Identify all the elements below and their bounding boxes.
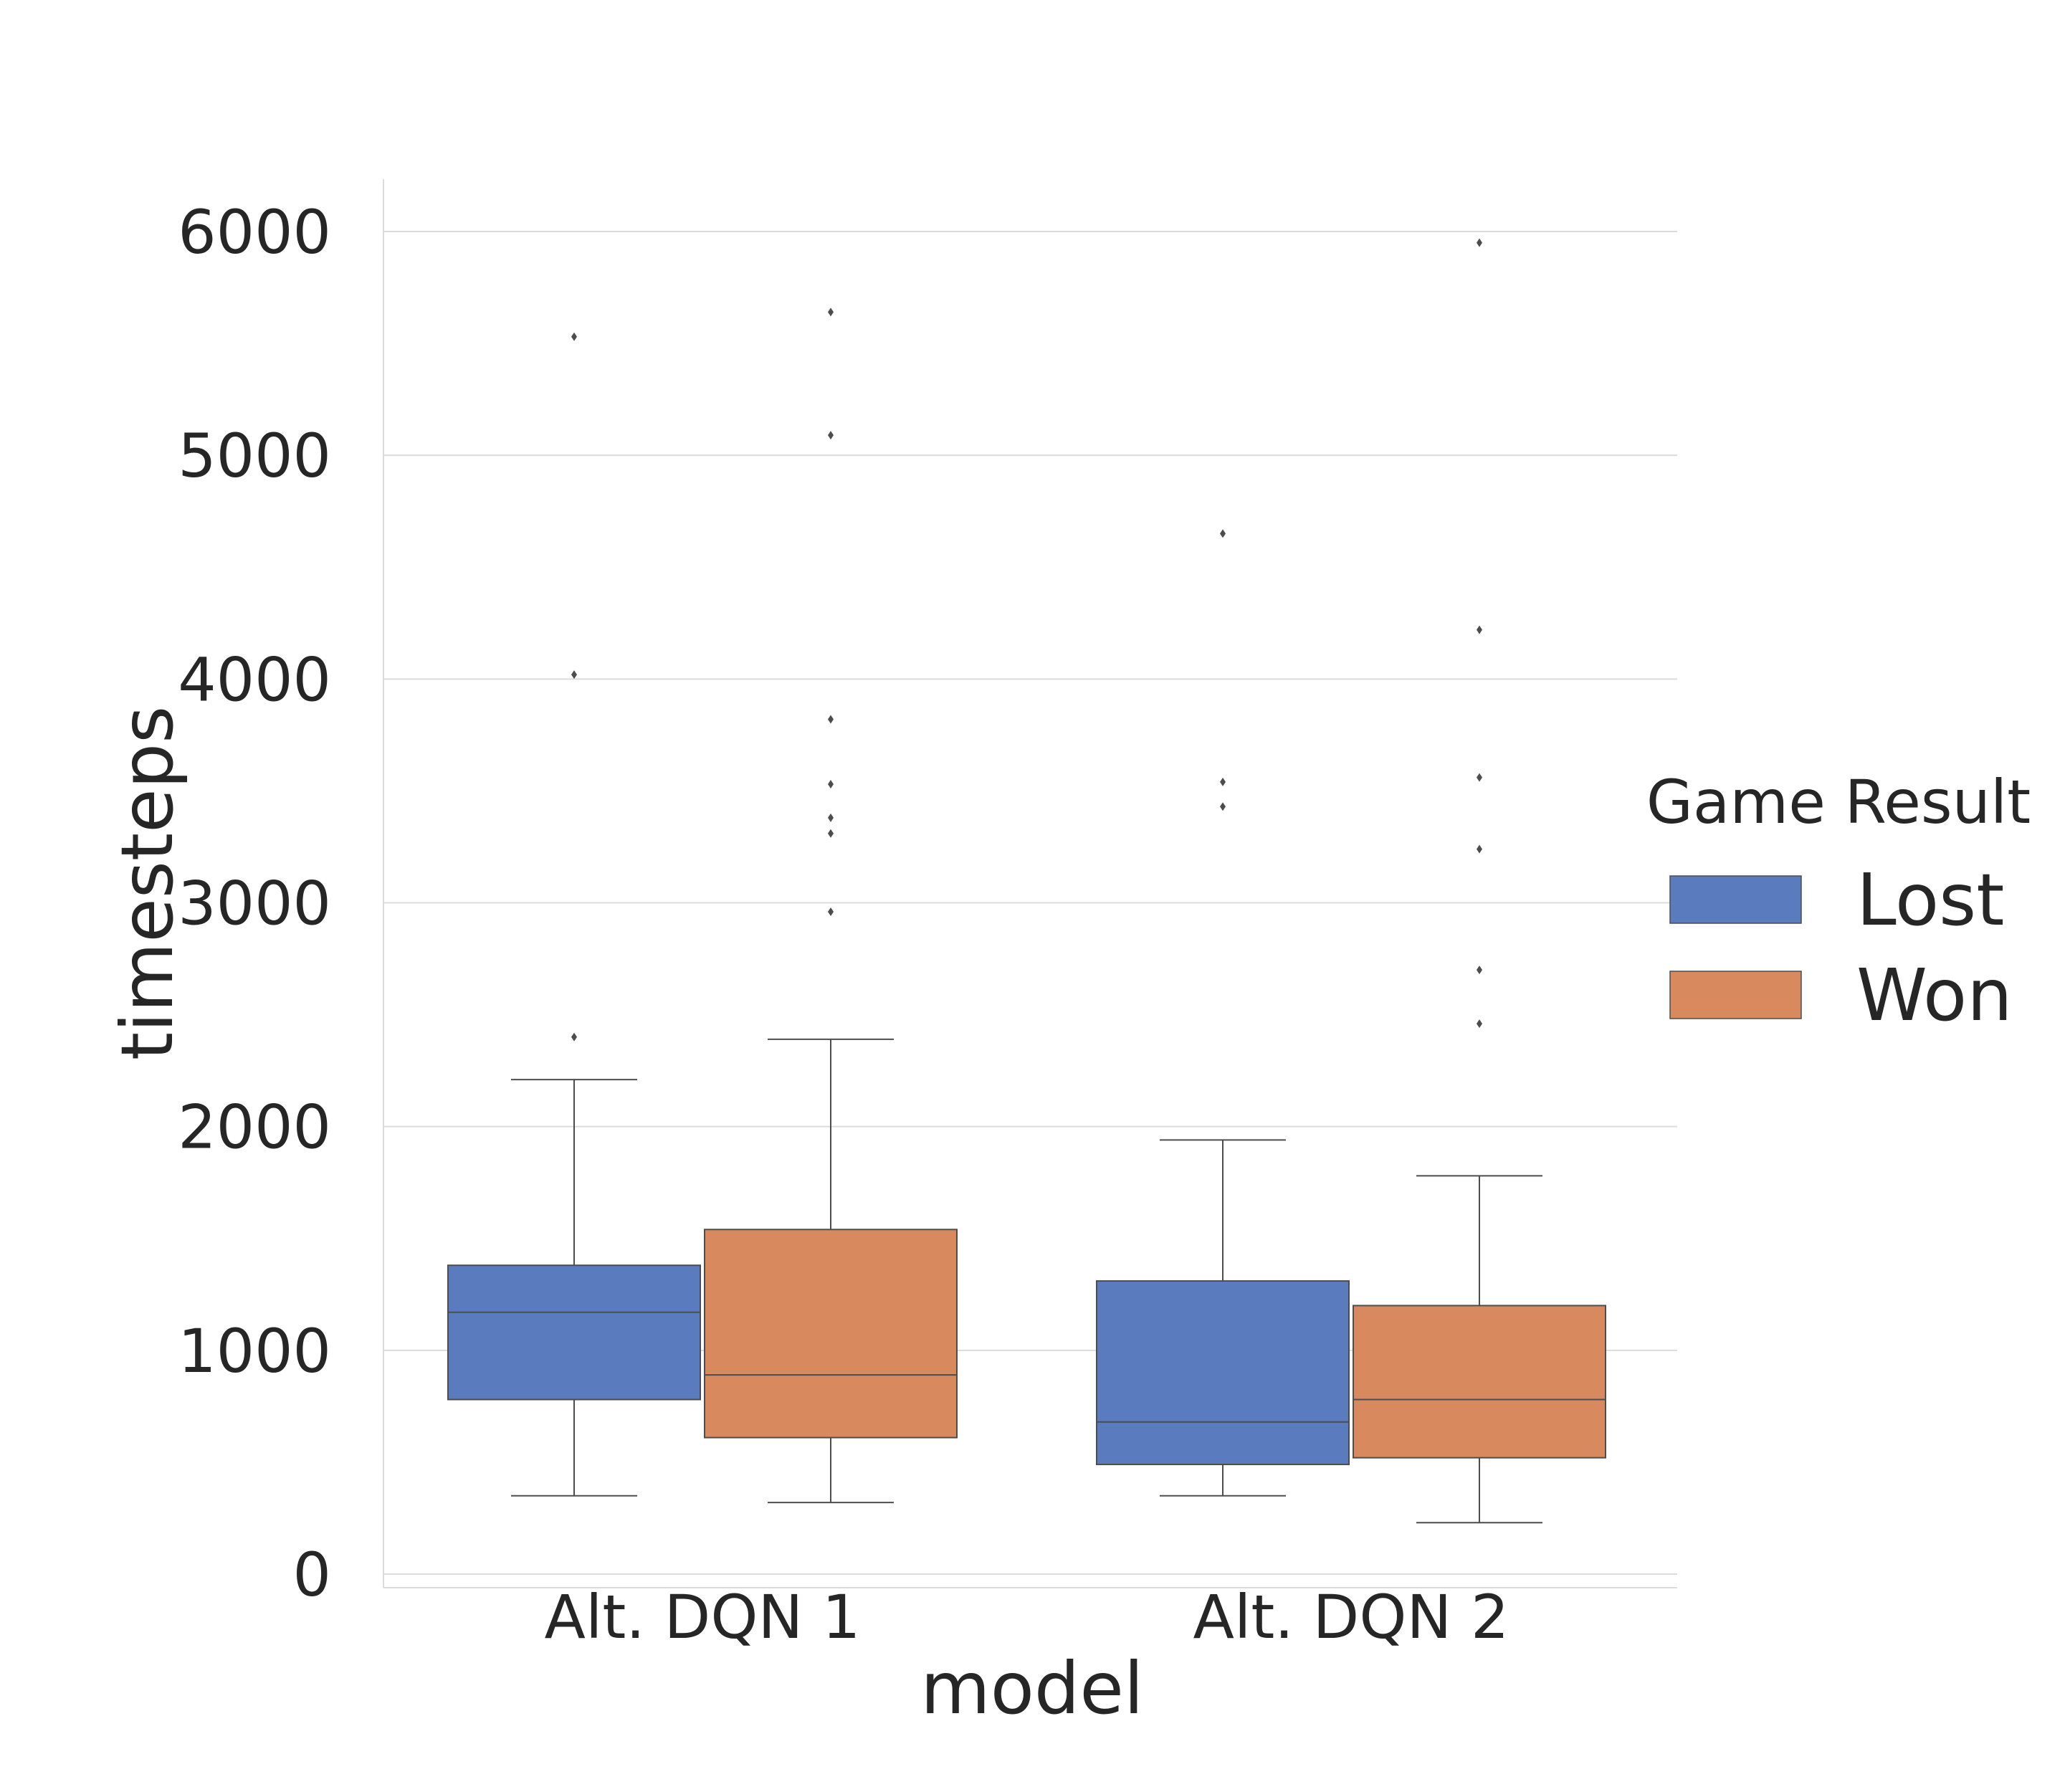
outlier-point: [1477, 773, 1482, 782]
outlier-point: [1477, 625, 1482, 634]
legend-title: Game Result: [1646, 767, 2031, 837]
outlier-point: [1220, 529, 1226, 538]
outlier-point: [1477, 966, 1482, 975]
outlier-point: [828, 308, 834, 317]
y-tick-label: 0: [293, 1540, 331, 1610]
legend: Game Result Lost Won: [1646, 767, 2031, 1037]
outlier-point: [571, 1032, 577, 1042]
outlier-point: [828, 715, 834, 724]
y-tick-label: 2000: [178, 1092, 331, 1163]
legend-item-won: Won: [1669, 953, 2013, 1037]
box-lost-1: [447, 332, 701, 1497]
outlier-point: [571, 670, 577, 680]
y-tick-label: 6000: [178, 197, 331, 267]
box-won-2: [1353, 238, 1606, 1524]
outlier-point: [1220, 777, 1226, 786]
legend-label: Won: [1856, 953, 2013, 1037]
y-tick-label: 5000: [178, 421, 331, 491]
outlier-point: [571, 332, 577, 341]
legend-items: Lost Won: [1669, 858, 2013, 1037]
legend-label: Lost: [1856, 858, 2004, 942]
box-iqr: [447, 1264, 701, 1401]
outlier-point: [1477, 844, 1482, 854]
y-tick-label: 4000: [178, 644, 331, 715]
box-lost-2: [1096, 529, 1350, 1497]
axes-frame: [383, 179, 1677, 1588]
outlier-point: [1220, 802, 1226, 811]
legend-item-lost: Lost: [1669, 858, 2004, 942]
outlier-point: [1477, 1019, 1482, 1029]
box-iqr: [1096, 1280, 1350, 1466]
x-tick-label: Alt. DQN 2: [1193, 1582, 1509, 1652]
x-tick-labels: Alt. DQN 1 Alt. DQN 2: [545, 1582, 1509, 1652]
boxes-layer: [447, 238, 1606, 1524]
x-tick-label: Alt. DQN 1: [545, 1582, 861, 1652]
legend-swatch: [1669, 971, 1802, 1019]
box-iqr: [704, 1229, 958, 1439]
outlier-point: [828, 829, 834, 838]
outlier-point: [828, 907, 834, 916]
box-won-1: [704, 308, 958, 1504]
box-iqr: [1353, 1305, 1606, 1459]
x-axis-title: model: [920, 1646, 1143, 1730]
outlier-point: [828, 813, 834, 822]
outlier-point: [828, 431, 834, 440]
outlier-point: [1477, 238, 1482, 247]
y-axis-title: timesteps: [105, 706, 189, 1060]
legend-swatch: [1669, 875, 1802, 924]
y-tick-labels: 0 1000 2000 3000 4000 5000 6000: [178, 197, 331, 1610]
y-tick-label: 1000: [178, 1316, 331, 1386]
outlier-point: [828, 780, 834, 789]
y-tick-label: 3000: [178, 869, 331, 939]
